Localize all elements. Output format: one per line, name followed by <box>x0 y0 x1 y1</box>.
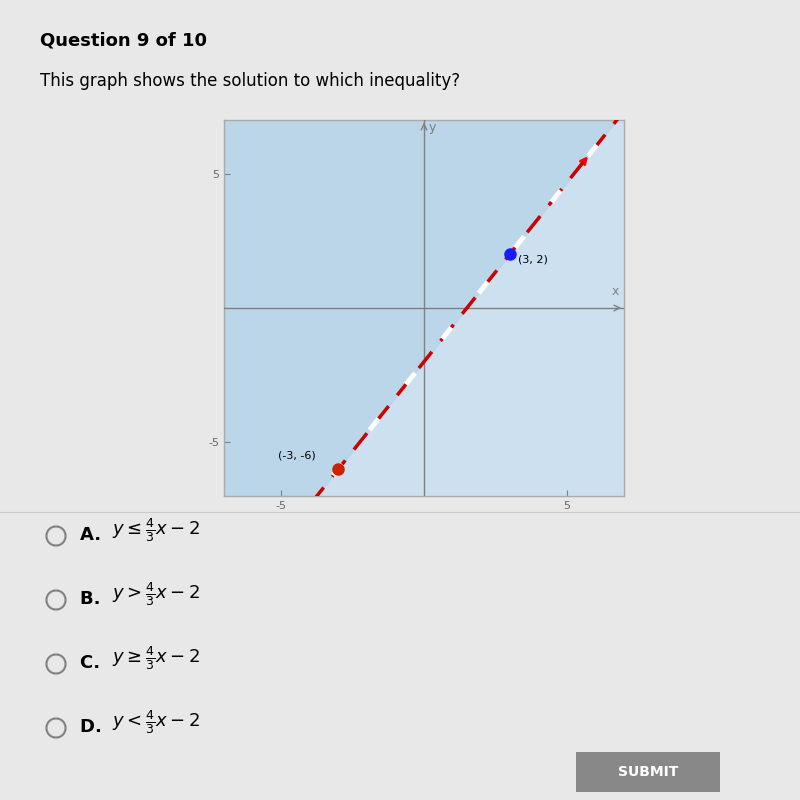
Text: (-3, -6): (-3, -6) <box>278 450 315 460</box>
Text: D.: D. <box>80 718 114 736</box>
Text: B.: B. <box>80 590 113 608</box>
Text: SUBMIT: SUBMIT <box>618 765 678 779</box>
Text: x: x <box>612 285 619 298</box>
Text: Question 9 of 10: Question 9 of 10 <box>40 32 207 50</box>
Text: y: y <box>429 121 436 134</box>
Text: A.: A. <box>80 526 114 544</box>
Text: $y > \frac{4}{3}x - 2$: $y > \frac{4}{3}x - 2$ <box>112 580 200 608</box>
Text: $y \leq \frac{4}{3}x - 2$: $y \leq \frac{4}{3}x - 2$ <box>112 516 200 544</box>
Text: This graph shows the solution to which inequality?: This graph shows the solution to which i… <box>40 72 460 90</box>
Text: $y < \frac{4}{3}x - 2$: $y < \frac{4}{3}x - 2$ <box>112 708 200 736</box>
Text: $y \geq \frac{4}{3}x - 2$: $y \geq \frac{4}{3}x - 2$ <box>112 644 200 672</box>
Text: (3, 2): (3, 2) <box>518 254 548 264</box>
Text: C.: C. <box>80 654 113 672</box>
